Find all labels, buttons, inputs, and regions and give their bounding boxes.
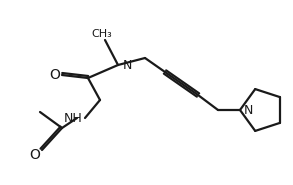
Text: O: O — [30, 148, 40, 162]
Text: NH: NH — [64, 112, 82, 125]
Text: O: O — [50, 68, 60, 82]
Text: N: N — [122, 58, 132, 71]
Text: N: N — [243, 103, 253, 117]
Text: CH₃: CH₃ — [92, 29, 113, 39]
